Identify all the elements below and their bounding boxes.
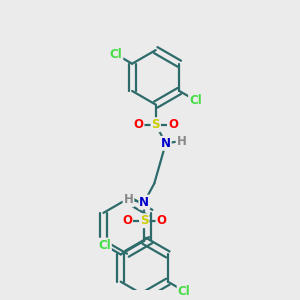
- Text: N: N: [161, 137, 171, 150]
- Text: Cl: Cl: [189, 94, 202, 107]
- Text: O: O: [122, 214, 132, 227]
- Text: Cl: Cl: [178, 284, 190, 298]
- Text: Cl: Cl: [98, 238, 111, 252]
- Text: N: N: [139, 196, 149, 208]
- Text: S: S: [152, 118, 160, 131]
- Text: S: S: [140, 214, 148, 227]
- Text: O: O: [134, 118, 143, 131]
- Text: H: H: [124, 193, 134, 206]
- Text: Cl: Cl: [110, 48, 122, 61]
- Text: H: H: [177, 134, 187, 148]
- Text: O: O: [157, 214, 166, 227]
- Text: O: O: [168, 118, 178, 131]
